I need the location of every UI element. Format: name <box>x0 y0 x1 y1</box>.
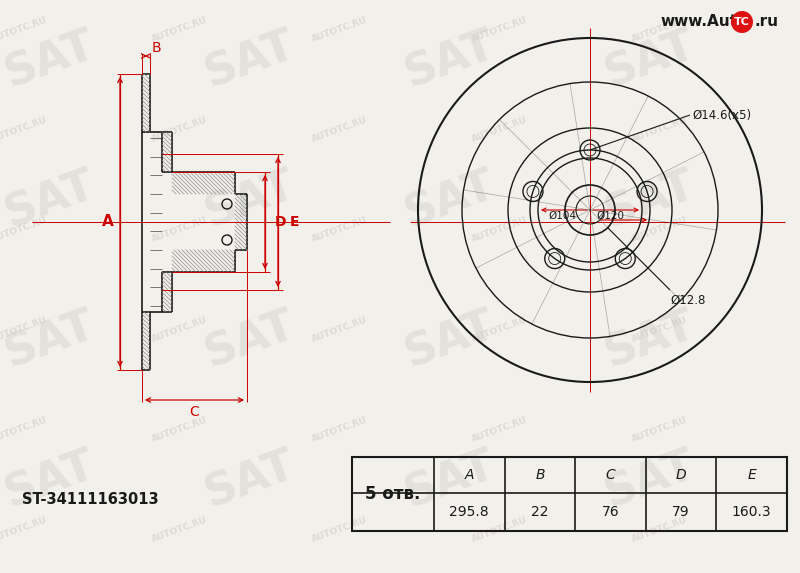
Text: 79: 79 <box>672 505 690 519</box>
Text: SAT: SAT <box>398 304 502 376</box>
Text: ST-34111163013: ST-34111163013 <box>22 493 158 508</box>
Text: 295.8: 295.8 <box>450 505 489 519</box>
Text: SAT: SAT <box>0 444 102 516</box>
Text: Ø12.8: Ø12.8 <box>670 294 706 307</box>
Text: SAT: SAT <box>198 164 302 236</box>
Text: SAT: SAT <box>198 24 302 96</box>
Text: B: B <box>535 468 545 482</box>
Text: SAT: SAT <box>398 164 502 236</box>
Text: AUTOTC.RU: AUTOTC.RU <box>0 216 49 244</box>
Text: Ø104: Ø104 <box>548 211 576 221</box>
Text: AUTOTC.RU: AUTOTC.RU <box>311 15 369 44</box>
Text: AUTOTC.RU: AUTOTC.RU <box>631 216 689 244</box>
Text: A: A <box>465 468 474 482</box>
Text: AUTOTC.RU: AUTOTC.RU <box>311 416 369 444</box>
Text: AUTOTC.RU: AUTOTC.RU <box>151 316 209 344</box>
Text: AUTOTC.RU: AUTOTC.RU <box>151 15 209 44</box>
Text: AUTOTC.RU: AUTOTC.RU <box>311 116 369 144</box>
Text: AUTOTC.RU: AUTOTC.RU <box>631 15 689 44</box>
Text: AUTOTC.RU: AUTOTC.RU <box>0 516 49 544</box>
Text: TC: TC <box>734 17 750 27</box>
Text: AUTOTC.RU: AUTOTC.RU <box>471 116 529 144</box>
Text: Ø120: Ø120 <box>596 211 624 221</box>
Text: AUTOTC.RU: AUTOTC.RU <box>311 216 369 244</box>
Text: AUTOTC.RU: AUTOTC.RU <box>471 316 529 344</box>
Text: SAT: SAT <box>0 24 102 96</box>
Text: AUTOTC.RU: AUTOTC.RU <box>0 15 49 44</box>
Text: AUTOTC.RU: AUTOTC.RU <box>0 416 49 444</box>
Text: 76: 76 <box>602 505 619 519</box>
Text: SAT: SAT <box>398 444 502 516</box>
Text: SAT: SAT <box>598 304 702 376</box>
Text: D: D <box>676 468 686 482</box>
Text: SAT: SAT <box>0 304 102 376</box>
Text: D: D <box>275 215 286 229</box>
Text: Ø14.6(x5): Ø14.6(x5) <box>692 108 751 121</box>
Text: AUTOTC.RU: AUTOTC.RU <box>311 516 369 544</box>
Text: AUTOTC.RU: AUTOTC.RU <box>631 116 689 144</box>
Text: E: E <box>290 215 299 229</box>
Circle shape <box>731 11 753 33</box>
Text: SAT: SAT <box>0 164 102 236</box>
Text: AUTOTC.RU: AUTOTC.RU <box>471 516 529 544</box>
Text: 22: 22 <box>531 505 549 519</box>
Text: AUTOTC.RU: AUTOTC.RU <box>151 216 209 244</box>
Text: AUTOTC.RU: AUTOTC.RU <box>631 516 689 544</box>
Text: AUTOTC.RU: AUTOTC.RU <box>471 416 529 444</box>
Text: SAT: SAT <box>598 24 702 96</box>
Text: AUTOTC.RU: AUTOTC.RU <box>0 316 49 344</box>
Text: A: A <box>102 214 114 230</box>
Text: SAT: SAT <box>198 304 302 376</box>
Text: AUTOTC.RU: AUTOTC.RU <box>311 316 369 344</box>
Text: AUTOTC.RU: AUTOTC.RU <box>0 116 49 144</box>
Text: AUTOTC.RU: AUTOTC.RU <box>151 116 209 144</box>
Text: AUTOTC.RU: AUTOTC.RU <box>471 15 529 44</box>
Text: AUTOTC.RU: AUTOTC.RU <box>631 316 689 344</box>
Text: C: C <box>606 468 615 482</box>
Text: AUTOTC.RU: AUTOTC.RU <box>151 516 209 544</box>
Text: 160.3: 160.3 <box>732 505 771 519</box>
Text: SAT: SAT <box>598 164 702 236</box>
Text: C: C <box>190 405 199 419</box>
Text: B: B <box>151 41 161 55</box>
Text: AUTOTC.RU: AUTOTC.RU <box>151 416 209 444</box>
Text: 5 отв.: 5 отв. <box>366 485 421 503</box>
Text: .ru: .ru <box>754 14 778 29</box>
Text: www.Auto: www.Auto <box>660 14 747 29</box>
Text: AUTOTC.RU: AUTOTC.RU <box>631 416 689 444</box>
Bar <box>352 457 787 531</box>
Text: SAT: SAT <box>398 24 502 96</box>
Text: AUTOTC.RU: AUTOTC.RU <box>471 216 529 244</box>
Text: E: E <box>747 468 756 482</box>
Text: SAT: SAT <box>198 444 302 516</box>
Text: SAT: SAT <box>598 444 702 516</box>
